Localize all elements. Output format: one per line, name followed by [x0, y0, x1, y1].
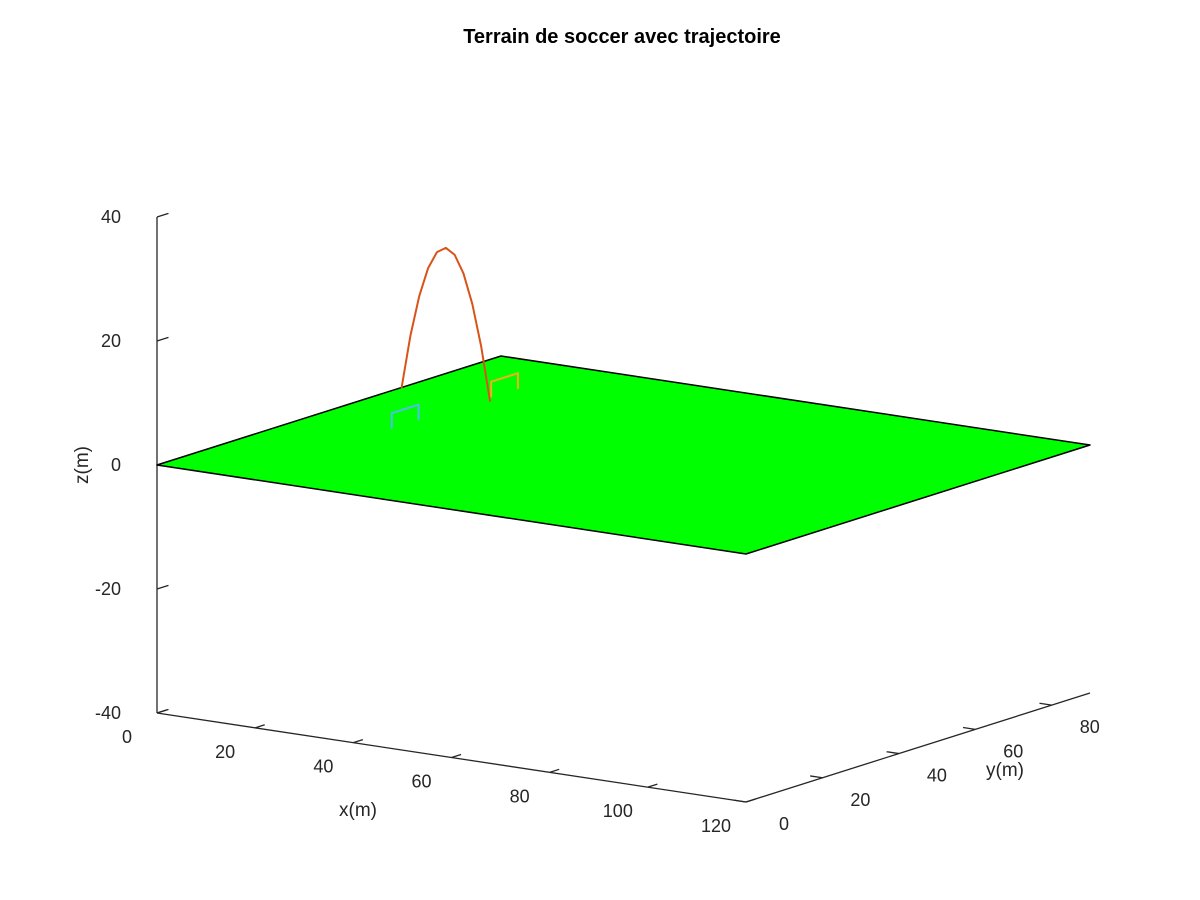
x-tick: [353, 739, 364, 744]
z-tick-label: -20: [95, 579, 121, 599]
x-tick-label: 120: [701, 816, 731, 836]
y-tick-label: 0: [779, 814, 789, 834]
z-tick-label: 40: [101, 207, 121, 227]
y-axis-label: y(m): [986, 760, 1024, 781]
x-tick-label: 80: [510, 786, 530, 806]
x-tick: [451, 753, 462, 759]
axes: 0 20 40 60 80 100 120 0 20 40 60 80 -40 -20 0 20 40: [95, 207, 1100, 836]
x-tick-label: 0: [122, 727, 132, 747]
y-tick-label: 60: [1003, 741, 1023, 761]
z-tick: [156, 708, 169, 714]
z-tick: [156, 212, 169, 218]
trajectory-layer: [390, 246, 519, 430]
y-tick-label: 80: [1080, 717, 1100, 737]
z-tick: [156, 336, 169, 342]
y-tick: [733, 799, 747, 803]
series-line-1: [490, 372, 519, 398]
field-surface: [156, 355, 1091, 555]
z-tick-label: -40: [95, 703, 121, 723]
x-tick: [254, 724, 265, 729]
y-tick: [810, 775, 823, 779]
field-layer: [156, 355, 1091, 555]
y-tick-label: 40: [927, 766, 947, 786]
x-tick: [549, 768, 560, 773]
y-tick: [962, 726, 976, 730]
z-tick: [156, 584, 169, 590]
z-axis-label: z(m): [72, 446, 93, 484]
x-tick-label: 100: [603, 801, 633, 821]
z-tick-label: 0: [111, 455, 121, 475]
x-tick-label: 60: [411, 772, 431, 792]
y-axis-line: [745, 692, 1091, 803]
x-axis-label: x(m): [339, 800, 377, 821]
y-tick-label: 20: [850, 790, 870, 810]
x-tick-label: 20: [215, 742, 235, 762]
z-tick-label: 20: [101, 331, 121, 351]
y-tick: [886, 751, 899, 755]
x-tick: [647, 783, 658, 788]
series-line-0: [400, 246, 491, 402]
y-tick: [1039, 702, 1052, 706]
x-tick-label: 40: [313, 757, 333, 777]
series-line-2: [390, 403, 420, 430]
chart-title: Terrain de soccer avec trajectoire: [463, 26, 781, 48]
x-tick: [745, 798, 756, 803]
